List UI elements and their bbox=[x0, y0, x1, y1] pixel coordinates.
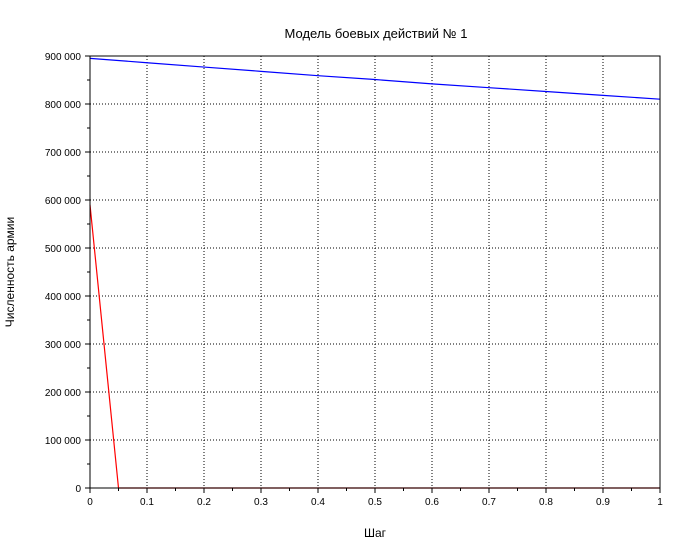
x-tick-label: 0.1 bbox=[140, 497, 154, 508]
ticks: 0 0.1 0.2 0.3 0.4 0.5 0.6 0.7 0.8 0.9 1 0 100 000 200… bbox=[45, 52, 663, 508]
x-tick-label: 0.7 bbox=[482, 497, 496, 508]
y-tick-label: 800 000 bbox=[45, 100, 82, 111]
grid bbox=[90, 56, 660, 488]
y-tick-label: 200 000 bbox=[45, 388, 82, 399]
y-axis-title: Численность армии bbox=[3, 217, 17, 327]
x-tick-label: 0.3 bbox=[254, 497, 268, 508]
y-tick-label: 700 000 bbox=[45, 148, 82, 159]
x-tick-label: 0.2 bbox=[197, 497, 211, 508]
x-tick-label: 0.6 bbox=[425, 497, 439, 508]
y-tick-label: 100 000 bbox=[45, 436, 82, 447]
y-tick-label: 400 000 bbox=[45, 292, 82, 303]
x-axis-title: Шаг bbox=[364, 526, 387, 540]
y-tick-label: 600 000 bbox=[45, 196, 82, 207]
series-line-1 bbox=[89, 57, 661, 100]
y-tick-label: 0 bbox=[75, 484, 81, 495]
x-tick-label: 0.9 bbox=[596, 497, 610, 508]
y-tick-label: 500 000 bbox=[45, 244, 82, 255]
y-tick-label: 300 000 bbox=[45, 340, 82, 351]
x-tick-label: 0.8 bbox=[539, 497, 553, 508]
x-tick-label: 0.4 bbox=[311, 497, 325, 508]
y-tick-label: 900 000 bbox=[45, 52, 82, 63]
series-line-2 bbox=[89, 204, 660, 489]
chart-title: Модель боевых действий № 1 bbox=[285, 26, 468, 41]
x-tick-label: 0.5 bbox=[368, 497, 382, 508]
x-tick-label: 1 bbox=[657, 497, 663, 508]
x-tick-label: 0 bbox=[87, 497, 93, 508]
